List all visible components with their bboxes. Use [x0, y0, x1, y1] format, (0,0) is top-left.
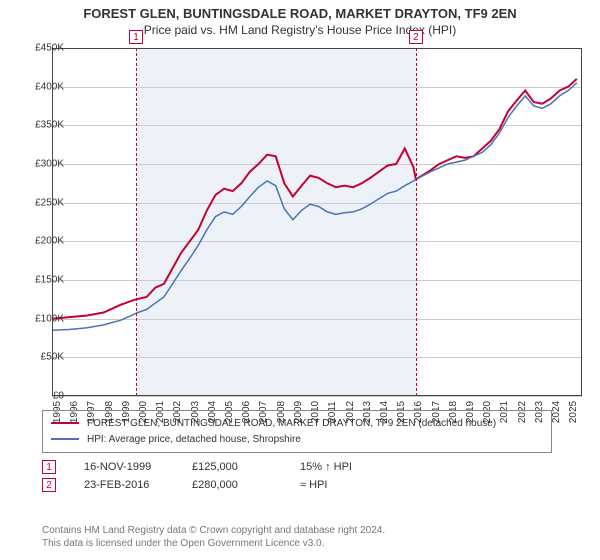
legend-label-property: FOREST GLEN, BUNTINGSDALE ROAD, MARKET D… [87, 418, 496, 429]
sale-date-1: 16-NOV-1999 [84, 461, 164, 473]
title-block: FOREST GLEN, BUNTINGSDALE ROAD, MARKET D… [0, 0, 600, 37]
title-subtitle: Price paid vs. HM Land Registry's House … [0, 23, 600, 37]
y-tick-label: £150K [14, 275, 64, 286]
sale-badge-1: 1 [42, 460, 56, 474]
y-tick-label: £100K [14, 313, 64, 324]
title-address: FOREST GLEN, BUNTINGSDALE ROAD, MARKET D… [0, 6, 600, 21]
y-tick-label: £450K [14, 43, 64, 54]
y-tick-label: £300K [14, 159, 64, 170]
y-tick-label: £200K [14, 236, 64, 247]
sale-row-1: 1 16-NOV-1999 £125,000 15% ↑ HPI [42, 458, 380, 476]
marker-badge-2: 2 [409, 30, 423, 44]
legend-row-property: FOREST GLEN, BUNTINGSDALE ROAD, MARKET D… [51, 415, 543, 431]
sale-row-2: 2 23-FEB-2016 £280,000 ≈ HPI [42, 476, 380, 494]
legend-box: FOREST GLEN, BUNTINGSDALE ROAD, MARKET D… [42, 410, 552, 453]
footer-line-2: This data is licensed under the Open Gov… [42, 537, 385, 550]
y-tick-label: £350K [14, 120, 64, 131]
footer-line-1: Contains HM Land Registry data © Crown c… [42, 524, 385, 537]
chart-container: FOREST GLEN, BUNTINGSDALE ROAD, MARKET D… [0, 0, 600, 560]
chart-area: 12 [52, 48, 582, 396]
legend-swatch-property [51, 422, 79, 424]
legend-label-hpi: HPI: Average price, detached house, Shro… [87, 434, 301, 445]
sales-table: 1 16-NOV-1999 £125,000 15% ↑ HPI 2 23-FE… [42, 458, 380, 494]
sale-date-2: 23-FEB-2016 [84, 479, 164, 491]
y-tick-label: £50K [14, 352, 64, 363]
legend-swatch-hpi [51, 438, 79, 440]
sale-price-2: £280,000 [192, 479, 272, 491]
legend-row-hpi: HPI: Average price, detached house, Shro… [51, 431, 543, 447]
sale-badge-2: 2 [42, 478, 56, 492]
plot-border [52, 48, 582, 396]
x-tick-label: 2025 [568, 391, 579, 413]
y-tick-label: £400K [14, 81, 64, 92]
y-tick-label: £250K [14, 197, 64, 208]
sale-delta-2: ≈ HPI [300, 479, 380, 491]
marker-badge-1: 1 [129, 30, 143, 44]
sale-price-1: £125,000 [192, 461, 272, 473]
footer-attribution: Contains HM Land Registry data © Crown c… [42, 524, 385, 550]
sale-delta-1: 15% ↑ HPI [300, 461, 380, 473]
x-tick-label: 2024 [551, 391, 562, 413]
